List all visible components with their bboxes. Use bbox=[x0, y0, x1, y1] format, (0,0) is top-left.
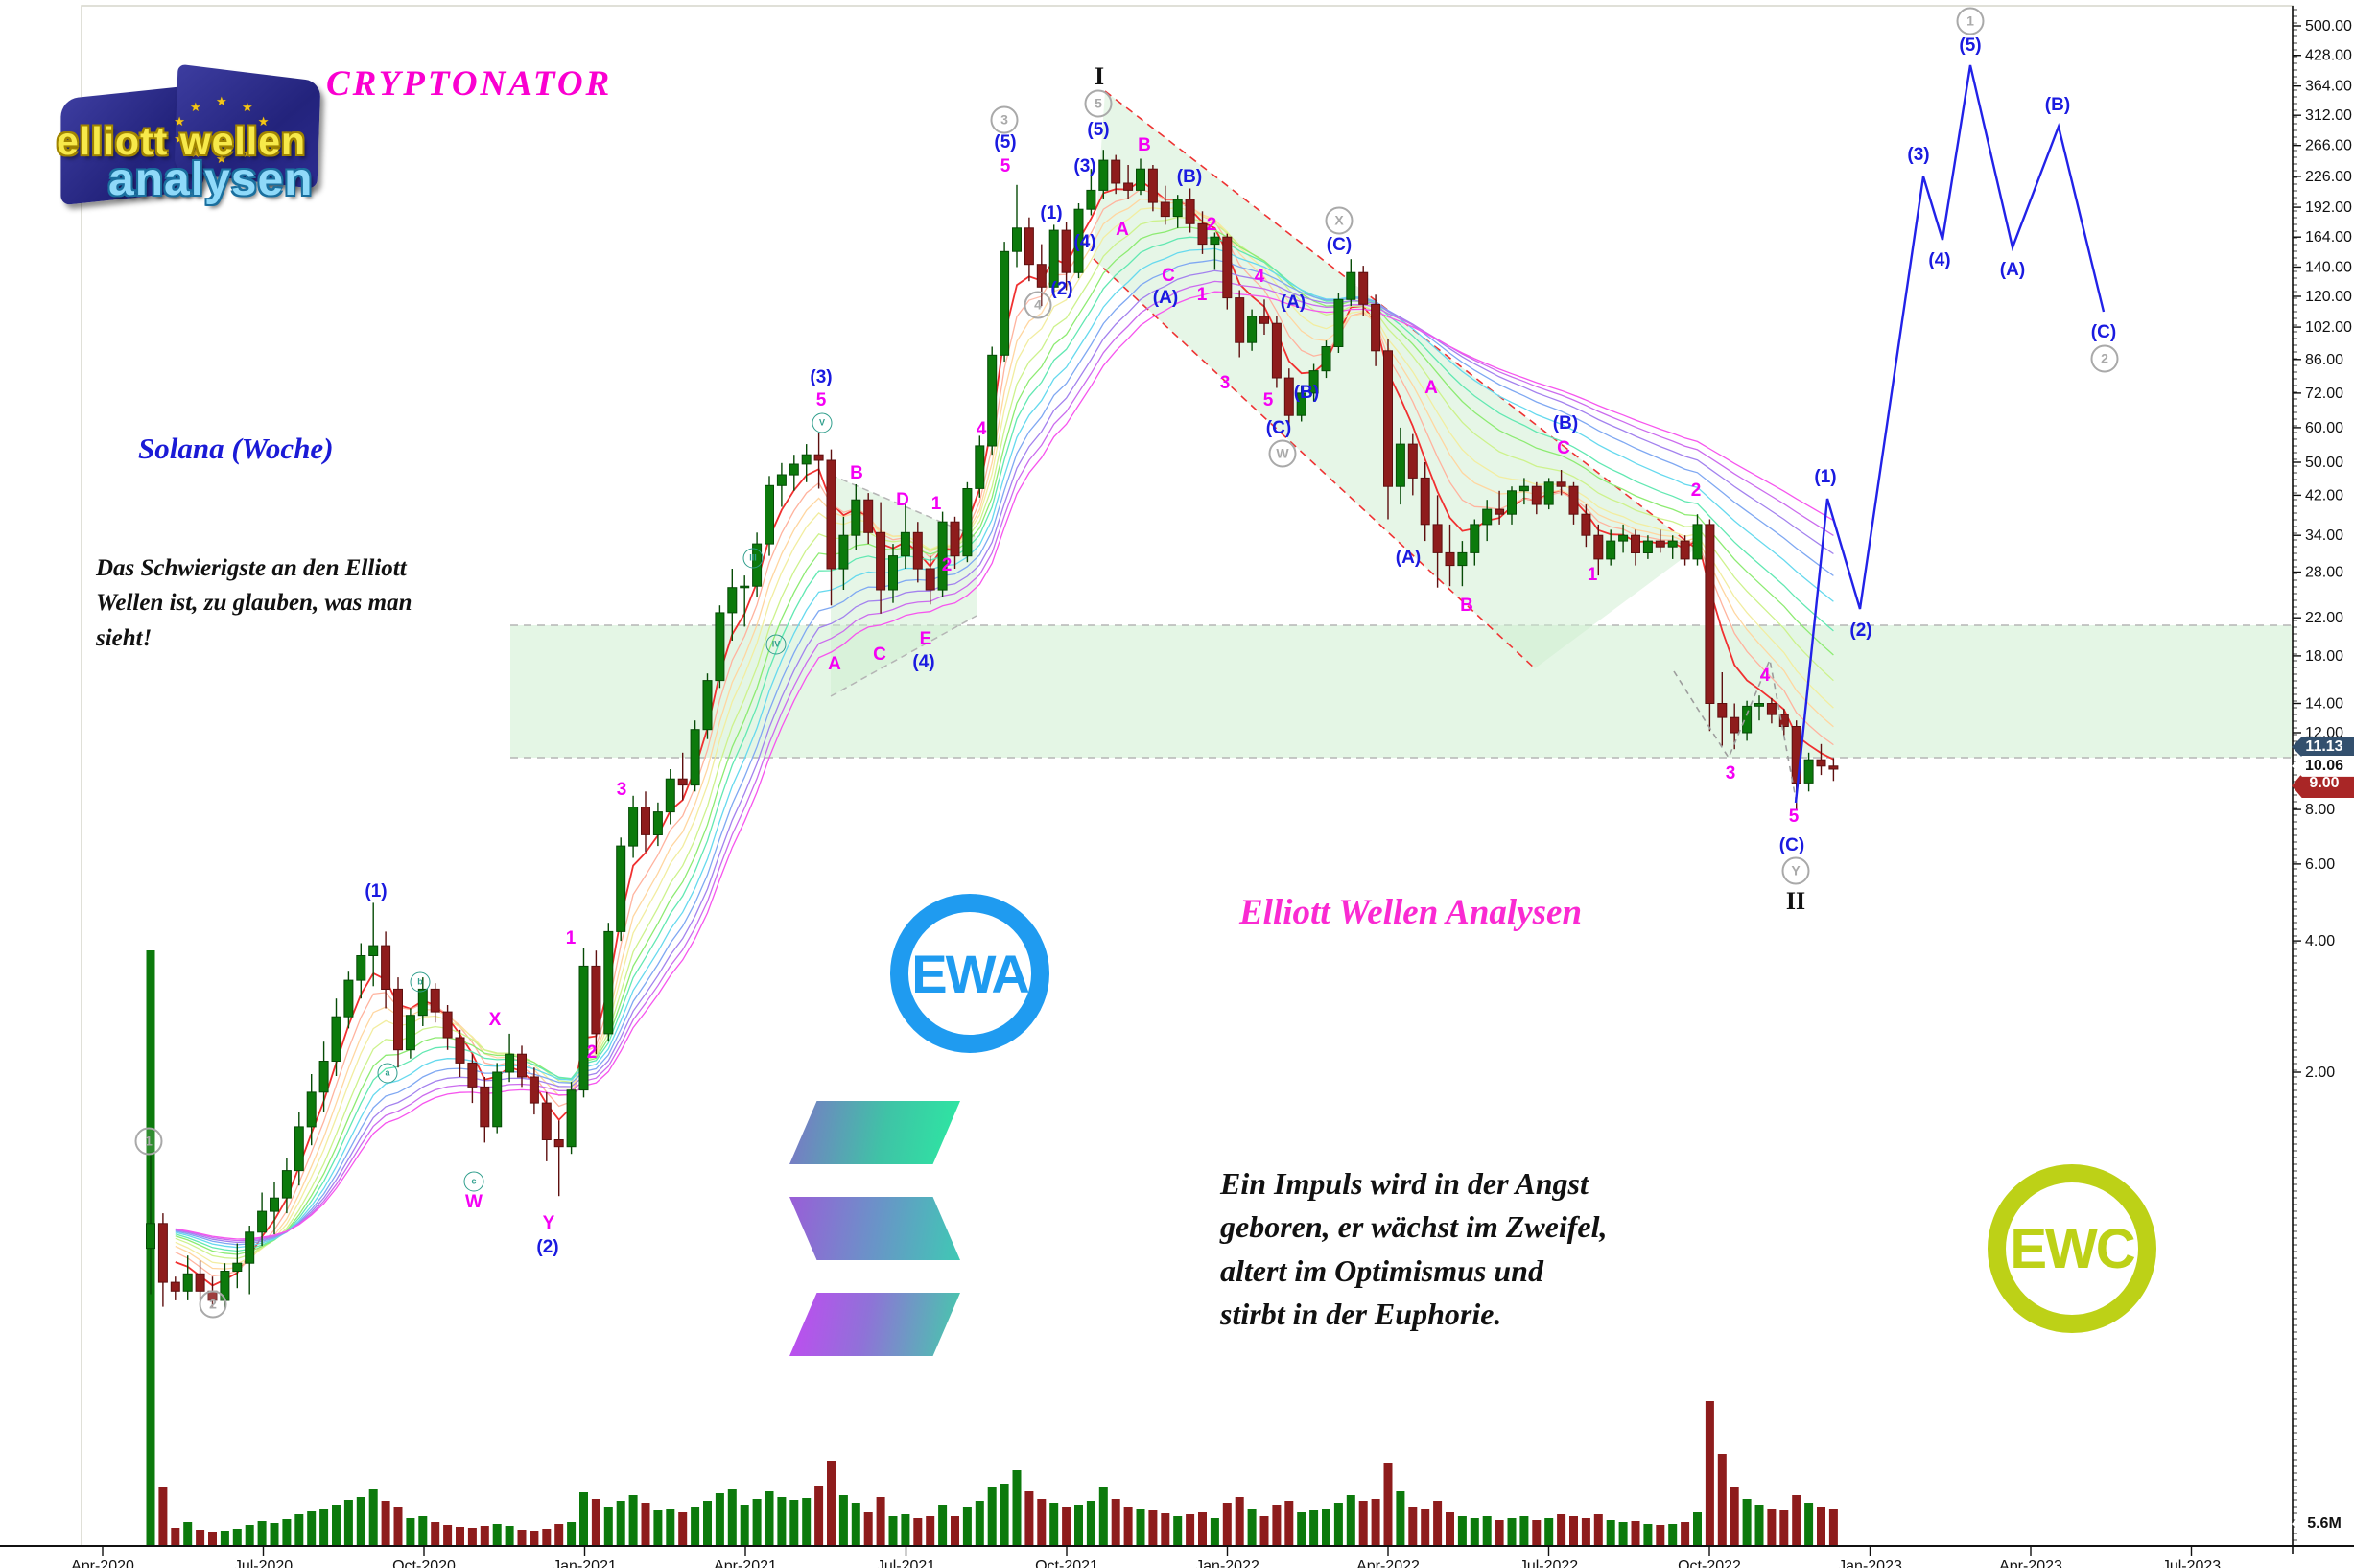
svg-text:34.00: 34.00 bbox=[2305, 527, 2343, 544]
svg-text:42.00: 42.00 bbox=[2305, 487, 2343, 503]
svg-text:14.00: 14.00 bbox=[2305, 696, 2343, 713]
svg-text:28.00: 28.00 bbox=[2305, 565, 2343, 581]
svg-text:192.00: 192.00 bbox=[2305, 199, 2352, 216]
svg-text:312.00: 312.00 bbox=[2305, 107, 2352, 124]
svg-text:Apr-2020: Apr-2020 bbox=[71, 1558, 134, 1568]
svg-text:Jul-2023: Jul-2023 bbox=[2162, 1558, 2221, 1568]
svg-text:Apr-2022: Apr-2022 bbox=[1356, 1558, 1420, 1568]
svg-text:164.00: 164.00 bbox=[2305, 229, 2352, 246]
svg-text:Jan-2023: Jan-2023 bbox=[1838, 1558, 1902, 1568]
svg-text:Jan-2022: Jan-2022 bbox=[1195, 1558, 1259, 1568]
svg-text:72.00: 72.00 bbox=[2305, 386, 2343, 402]
svg-text:102.00: 102.00 bbox=[2305, 319, 2352, 336]
svg-text:Oct-2022: Oct-2022 bbox=[1678, 1558, 1741, 1568]
svg-text:86.00: 86.00 bbox=[2305, 352, 2343, 368]
svg-text:Jul-2021: Jul-2021 bbox=[877, 1558, 935, 1568]
svg-text:Oct-2021: Oct-2021 bbox=[1035, 1558, 1098, 1568]
svg-text:18.00: 18.00 bbox=[2305, 648, 2343, 665]
svg-text:266.00: 266.00 bbox=[2305, 138, 2352, 154]
svg-text:Apr-2021: Apr-2021 bbox=[714, 1558, 777, 1568]
svg-text:120.00: 120.00 bbox=[2305, 289, 2352, 305]
svg-text:Apr-2023: Apr-2023 bbox=[1999, 1558, 2062, 1568]
svg-text:60.00: 60.00 bbox=[2305, 420, 2343, 436]
svg-text:2.00: 2.00 bbox=[2305, 1065, 2335, 1081]
svg-text:364.00: 364.00 bbox=[2305, 79, 2352, 95]
svg-text:Jul-2020: Jul-2020 bbox=[234, 1558, 293, 1568]
svg-text:140.00: 140.00 bbox=[2305, 260, 2352, 276]
svg-text:4.00: 4.00 bbox=[2305, 933, 2335, 949]
svg-text:428.00: 428.00 bbox=[2305, 48, 2352, 64]
svg-text:12.00: 12.00 bbox=[2305, 725, 2343, 741]
svg-text:Jan-2021: Jan-2021 bbox=[553, 1558, 617, 1568]
svg-text:22.00: 22.00 bbox=[2305, 610, 2343, 626]
svg-text:500.00: 500.00 bbox=[2305, 18, 2352, 35]
svg-text:226.00: 226.00 bbox=[2305, 169, 2352, 185]
svg-text:Jul-2022: Jul-2022 bbox=[1519, 1558, 1578, 1568]
svg-text:8.00: 8.00 bbox=[2305, 802, 2335, 818]
svg-text:6.00: 6.00 bbox=[2305, 856, 2335, 873]
svg-text:50.00: 50.00 bbox=[2305, 455, 2343, 471]
svg-text:Oct-2020: Oct-2020 bbox=[392, 1558, 456, 1568]
